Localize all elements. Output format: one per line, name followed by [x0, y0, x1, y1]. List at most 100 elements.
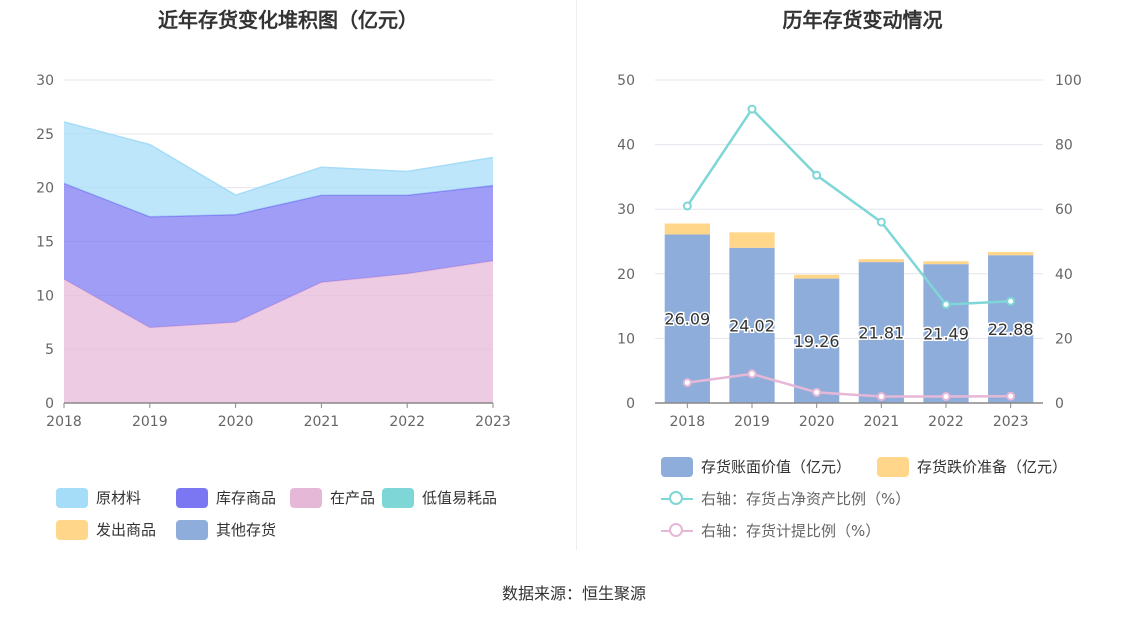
x-tick-label: 2019 [734, 414, 770, 430]
inventory-change-panel: 历年存货变动情况 0 10 20 30 40 50 0 20 40 60 80 100 26.09 24.… [577, 0, 1148, 560]
bar-book-value [858, 262, 904, 403]
point-provision-ratio [682, 378, 692, 388]
bar-impairment [794, 274, 840, 279]
line-asset-ratio [686, 107, 1011, 306]
bar-data-label: 21.49 [923, 325, 969, 344]
point-asset-ratio [682, 201, 692, 211]
area-series-库存商品 [64, 183, 493, 328]
y-right-tick-label: 80 [1055, 138, 1073, 154]
legend-item[interactable]: 存货账面价值（亿元） [661, 456, 851, 477]
point-asset-ratio [747, 104, 757, 114]
point-asset-ratio [876, 217, 886, 227]
legend-item[interactable]: 低值易耗品 [382, 487, 497, 508]
point-provision-ratio [812, 387, 822, 397]
bar-book-value [664, 234, 710, 403]
x-tick-label: 2020 [799, 414, 835, 430]
legend-item[interactable]: 右轴：存货计提比例（%） [661, 520, 880, 541]
legend-swatch [56, 519, 88, 540]
bar-data-label: 19.26 [794, 332, 840, 351]
legend-item[interactable]: 原材料 [56, 487, 141, 508]
legend-item[interactable]: 右轴：存货占净资产比例（%） [661, 488, 910, 509]
stacked-area-chart: 0 5 10 15 20 25 30 2018 2019 2020 2021 2022 2023 [36, 73, 511, 430]
legend-label: 存货账面价值（亿元） [701, 458, 852, 476]
y-tick-label: 5 [45, 342, 54, 358]
y-left-tick-label: 10 [617, 331, 635, 347]
bar-data-label: 22.88 [988, 320, 1034, 339]
point-provision-ratio [941, 392, 951, 402]
y-tick-label: 30 [36, 73, 54, 89]
area-series-在产品 [64, 260, 493, 403]
legend-label: 低值易耗品 [422, 489, 498, 507]
legend-item[interactable]: 存货跌价准备（亿元） [877, 456, 1067, 477]
bar-line-combo-chart: 0 10 20 30 40 50 0 20 40 60 80 100 26.09 24.02 19.26 21… [617, 73, 1082, 430]
y-left-tick-label: 30 [617, 202, 635, 218]
legend-label: 其他存货 [216, 521, 277, 539]
bar-impairment [664, 223, 710, 235]
right-chart-title: 历年存货变动情况 [782, 8, 943, 32]
y-tick-label: 0 [45, 396, 54, 412]
bar-book-value [923, 264, 969, 403]
x-tick-label: 2021 [864, 414, 900, 430]
data-source-label: 数据来源：恒生聚源 [501, 584, 646, 603]
legend-swatch [176, 519, 208, 540]
legend-swatch [661, 521, 693, 541]
bar-book-value [988, 255, 1034, 403]
legend-label: 右轴：存货计提比例（%） [701, 522, 881, 540]
x-tick-label: 2022 [389, 414, 425, 430]
bar-impairment [923, 261, 969, 265]
y-right-tick-label: 0 [1055, 396, 1064, 412]
y-right-tick-label: 60 [1055, 202, 1073, 218]
y-tick-label: 10 [36, 288, 54, 304]
y-tick-label: 20 [36, 181, 54, 197]
legend-swatch [877, 456, 909, 477]
point-provision-ratio [747, 369, 757, 379]
x-tick-label: 2020 [218, 414, 254, 430]
line-provision-ratio [687, 372, 1011, 398]
legend-swatch [661, 489, 693, 509]
legend-swatch [176, 487, 208, 508]
legend-swatch [661, 456, 693, 477]
bar-data-label: 26.09 [664, 310, 710, 329]
bar-data-label: 21.81 [858, 324, 904, 343]
point-provision-ratio [1006, 391, 1016, 401]
legend-item[interactable]: 库存商品 [176, 487, 276, 508]
y-tick-label: 15 [36, 235, 54, 251]
point-provision-ratio [876, 392, 886, 402]
left-chart-title: 近年存货变化堆积图（亿元） [158, 8, 418, 32]
legend-swatch [56, 487, 88, 508]
legend-label: 在产品 [330, 489, 376, 507]
x-tick-label: 2019 [132, 414, 168, 430]
y-right-tick-label: 100 [1055, 73, 1082, 89]
x-tick-label: 2023 [993, 414, 1029, 430]
legend-swatch [382, 487, 414, 508]
legend-label: 右轴：存货占净资产比例（%） [701, 490, 911, 508]
legend-item[interactable]: 发出商品 [56, 519, 156, 540]
y-left-tick-label: 50 [617, 73, 635, 89]
legend-label: 存货跌价准备（亿元） [917, 458, 1068, 476]
area-edge-原材料 [63, 121, 494, 197]
point-asset-ratio [941, 299, 951, 309]
bar-book-value [794, 278, 840, 403]
point-asset-ratio [1006, 296, 1016, 306]
y-right-tick-label: 40 [1055, 267, 1073, 283]
legend-label: 原材料 [96, 489, 142, 507]
inventory-stacked-area-panel: 近年存货变化堆积图（亿元） 0 5 10 15 20 25 30 2018 2019 2020 20… [0, 0, 576, 560]
legend-item[interactable]: 在产品 [290, 487, 375, 508]
x-tick-label: 2018 [46, 414, 82, 430]
x-tick-label: 2018 [670, 414, 706, 430]
panel-divider [576, 0, 577, 550]
x-tick-label: 2021 [304, 414, 340, 430]
x-tick-label: 2023 [475, 414, 511, 430]
bar-impairment [858, 259, 904, 263]
legend-label: 库存商品 [216, 489, 277, 507]
legend-swatch [290, 487, 322, 508]
area-series-原材料 [64, 121, 493, 217]
bar-data-label: 24.02 [729, 316, 775, 335]
bar-impairment [988, 251, 1034, 256]
legend-label: 发出商品 [96, 521, 157, 539]
y-left-tick-label: 20 [617, 267, 635, 283]
bar-impairment [729, 232, 775, 248]
point-asset-ratio [812, 170, 822, 180]
legend-item[interactable]: 其他存货 [176, 519, 276, 540]
y-left-tick-label: 0 [626, 396, 635, 412]
